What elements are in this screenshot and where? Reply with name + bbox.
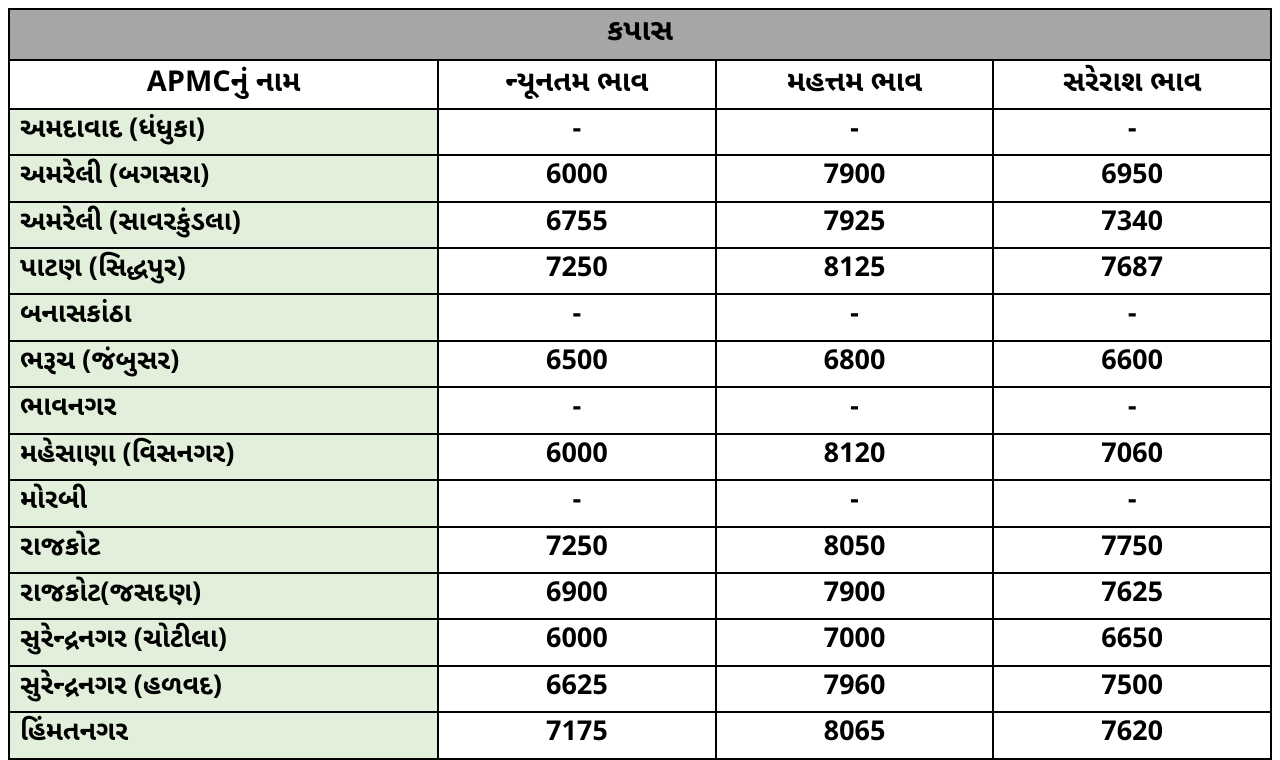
max-price-cell: 7900 [716, 573, 994, 619]
apmc-name-cell: પાટણ (સિદ્ધપુર) [9, 248, 438, 294]
min-price-cell: - [438, 109, 716, 155]
apmc-name-cell: રાજકોટ(જસદણ) [9, 573, 438, 619]
table-body: અમદાવાદ (ધંધુકા)---અમરેલી (બગસરા)6000790… [9, 109, 1271, 759]
max-price-cell: 8120 [716, 434, 994, 480]
apmc-name-cell: અમરેલી (સાવરકુંડલા) [9, 202, 438, 248]
apmc-name-cell: અમદાવાદ (ધંધુકા) [9, 109, 438, 155]
table-title: કપાસ [9, 9, 1271, 60]
apmc-name-cell: સુરેન્દ્રનગર (હળવદ) [9, 666, 438, 712]
apmc-name-cell: મહેસાણા (વિસનગર) [9, 434, 438, 480]
table-row: પાટણ (સિદ્ધપુર)725081257687 [9, 248, 1271, 294]
avg-price-cell: 6650 [993, 619, 1271, 665]
avg-price-cell: 7750 [993, 527, 1271, 573]
max-price-cell: 8125 [716, 248, 994, 294]
min-price-cell: 6000 [438, 619, 716, 665]
avg-price-cell: 7060 [993, 434, 1271, 480]
avg-price-cell: 7687 [993, 248, 1271, 294]
col-header-max: મહત્તમ ભાવ [716, 60, 994, 109]
table-row: ભાવનગર--- [9, 387, 1271, 433]
avg-price-cell: 7625 [993, 573, 1271, 619]
table-header-row: APMCનું નામ ન્યૂનતમ ભાવ મહત્તમ ભાવ સરેરા… [9, 60, 1271, 109]
table-row: રાજકોટ(જસદણ)690079007625 [9, 573, 1271, 619]
min-price-cell: - [438, 480, 716, 526]
col-header-name: APMCનું નામ [9, 60, 438, 109]
min-price-cell: - [438, 294, 716, 340]
max-price-cell: 6800 [716, 341, 994, 387]
apmc-name-cell: હિંમતનગર [9, 712, 438, 758]
table-row: અમરેલી (બગસરા)600079006950 [9, 155, 1271, 201]
avg-price-cell: 7500 [993, 666, 1271, 712]
table-row: હિંમતનગર717580657620 [9, 712, 1271, 758]
min-price-cell: 6000 [438, 155, 716, 201]
table-row: બનાસકાંઠા--- [9, 294, 1271, 340]
avg-price-cell: 7340 [993, 202, 1271, 248]
apmc-name-cell: સુરેન્દ્રનગર (ચોટીલા) [9, 619, 438, 665]
apmc-name-cell: ભરૂચ (જંબુસર) [9, 341, 438, 387]
max-price-cell: 8065 [716, 712, 994, 758]
avg-price-cell: 7620 [993, 712, 1271, 758]
apmc-name-cell: ભાવનગર [9, 387, 438, 433]
max-price-cell: - [716, 109, 994, 155]
max-price-cell: 8050 [716, 527, 994, 573]
max-price-cell: - [716, 294, 994, 340]
table-row: રાજકોટ725080507750 [9, 527, 1271, 573]
table-row: મહેસાણા (વિસનગર)600081207060 [9, 434, 1271, 480]
min-price-cell: 6625 [438, 666, 716, 712]
max-price-cell: - [716, 387, 994, 433]
avg-price-cell: - [993, 294, 1271, 340]
max-price-cell: 7925 [716, 202, 994, 248]
price-table: કપાસ APMCનું નામ ન્યૂનતમ ભાવ મહત્તમ ભાવ … [8, 8, 1272, 760]
avg-price-cell: - [993, 387, 1271, 433]
avg-price-cell: 6950 [993, 155, 1271, 201]
min-price-cell: 7250 [438, 527, 716, 573]
apmc-name-cell: અમરેલી (બગસરા) [9, 155, 438, 201]
table-title-row: કપાસ [9, 9, 1271, 60]
table-row: મોરબી--- [9, 480, 1271, 526]
apmc-name-cell: બનાસકાંઠા [9, 294, 438, 340]
max-price-cell: - [716, 480, 994, 526]
min-price-cell: 7250 [438, 248, 716, 294]
min-price-cell: 6755 [438, 202, 716, 248]
table-row: સુરેન્દ્રનગર (હળવદ)662579607500 [9, 666, 1271, 712]
apmc-name-cell: રાજકોટ [9, 527, 438, 573]
max-price-cell: 7900 [716, 155, 994, 201]
max-price-cell: 7000 [716, 619, 994, 665]
table-row: સુરેન્દ્રનગર (ચોટીલા)600070006650 [9, 619, 1271, 665]
max-price-cell: 7960 [716, 666, 994, 712]
min-price-cell: 6500 [438, 341, 716, 387]
min-price-cell: - [438, 387, 716, 433]
col-header-min: ન્યૂનતમ ભાવ [438, 60, 716, 109]
min-price-cell: 6900 [438, 573, 716, 619]
apmc-name-cell: મોરબી [9, 480, 438, 526]
min-price-cell: 6000 [438, 434, 716, 480]
table-row: અમદાવાદ (ધંધુકા)--- [9, 109, 1271, 155]
table-row: અમરેલી (સાવરકુંડલા)675579257340 [9, 202, 1271, 248]
col-header-avg: સરેરાશ ભાવ [993, 60, 1271, 109]
avg-price-cell: - [993, 480, 1271, 526]
table-row: ભરૂચ (જંબુસર)650068006600 [9, 341, 1271, 387]
avg-price-cell: 6600 [993, 341, 1271, 387]
min-price-cell: 7175 [438, 712, 716, 758]
avg-price-cell: - [993, 109, 1271, 155]
